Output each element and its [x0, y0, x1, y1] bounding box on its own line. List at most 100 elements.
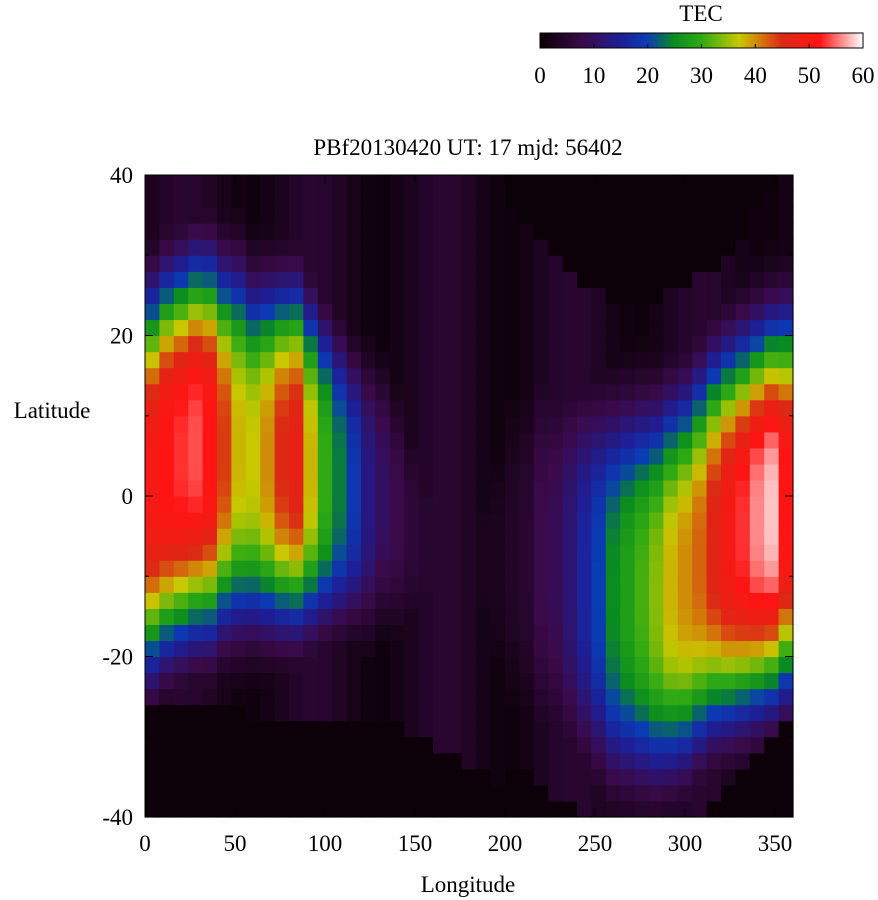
heatmap-cell — [375, 672, 391, 690]
heatmap-cell — [620, 447, 636, 465]
heatmap-cell — [202, 319, 218, 337]
heatmap-cell — [620, 399, 636, 417]
heatmap-cell — [533, 688, 549, 706]
heatmap-cell — [634, 383, 650, 401]
heatmap-cell — [634, 287, 650, 304]
heatmap-cell — [461, 560, 477, 577]
heatmap-cell — [188, 800, 204, 818]
heatmap-cell — [721, 576, 736, 593]
heatmap-cell — [245, 351, 261, 369]
heatmap-cell — [706, 335, 722, 353]
heatmap-cell — [562, 528, 578, 545]
heatmap-cell — [721, 287, 736, 304]
heatmap-cell — [361, 191, 376, 208]
heatmap-cell — [274, 624, 290, 642]
heatmap-cell — [461, 415, 477, 433]
heatmap-cell — [332, 800, 348, 818]
heatmap-cell — [461, 303, 477, 321]
heatmap-cell — [548, 576, 564, 593]
heatmap-cell — [289, 736, 304, 754]
heatmap-cell — [274, 544, 290, 561]
heatmap-cell — [173, 399, 189, 417]
heatmap-cell — [418, 463, 434, 481]
heatmap-cell — [303, 656, 319, 674]
heatmap-cell — [332, 608, 348, 625]
heatmap-cell — [418, 431, 434, 449]
heatmap-cell — [749, 431, 765, 449]
heatmap-cell — [361, 592, 376, 609]
heatmap-cell — [289, 207, 304, 224]
heatmap-cell — [346, 704, 362, 722]
heatmap-cell — [677, 560, 693, 577]
heatmap-cell — [562, 656, 578, 674]
heatmap-cell — [721, 383, 736, 401]
heatmap-cell — [634, 640, 650, 658]
heatmap-cell — [677, 447, 693, 465]
heatmap-cell — [778, 383, 794, 401]
heatmap-cell — [706, 223, 722, 240]
heatmap-cell — [721, 351, 736, 369]
heatmap-cell — [692, 223, 708, 240]
heatmap-cell — [260, 592, 276, 609]
heatmap-cell — [476, 303, 492, 321]
heatmap-cell — [159, 319, 175, 337]
heatmap-cell — [634, 720, 650, 738]
heatmap-cell — [706, 399, 722, 417]
heatmap-cell — [245, 271, 261, 288]
heatmap-cell — [447, 223, 463, 240]
heatmap-cell — [764, 463, 780, 481]
heatmap-cell — [461, 688, 477, 706]
heatmap-cell — [476, 544, 492, 561]
heatmap-cell — [476, 624, 492, 642]
heatmap-cell — [188, 303, 204, 321]
heatmap-cell — [433, 479, 448, 497]
colorbar-tick-label: 60 — [852, 63, 875, 88]
heatmap-cell — [663, 560, 679, 577]
heatmap-cell — [490, 528, 506, 545]
heatmap-cell — [677, 271, 693, 288]
heatmap-cell — [418, 544, 434, 561]
heatmap-cell — [764, 544, 780, 561]
heatmap-cell — [562, 383, 578, 401]
heatmap-cell — [692, 415, 708, 433]
heatmap-cell — [634, 560, 650, 577]
heatmap-cell — [159, 624, 175, 642]
heatmap-cell — [490, 672, 506, 690]
heatmap-cell — [692, 271, 708, 288]
heatmap-cell — [260, 736, 276, 754]
heatmap-cell — [778, 624, 794, 642]
heatmap-cell — [375, 800, 391, 818]
heatmap-cell — [317, 303, 333, 321]
heatmap-cell — [649, 431, 664, 449]
heatmap-cell — [735, 479, 751, 497]
heatmap-cell — [649, 335, 664, 353]
heatmap-cell — [577, 351, 592, 369]
heatmap-cell — [505, 496, 520, 513]
heatmap-cell — [145, 335, 160, 353]
heatmap-cell — [634, 768, 650, 786]
heatmap-cell — [188, 736, 204, 754]
x-axis-label: Longitude — [421, 872, 516, 897]
heatmap-cell — [634, 207, 650, 224]
heatmap-cell — [677, 207, 693, 224]
heatmap-cell — [231, 239, 247, 256]
heatmap-cell — [289, 576, 304, 593]
heatmap-cell — [447, 640, 463, 658]
heatmap-cell — [231, 656, 247, 674]
heatmap-cell — [735, 191, 751, 208]
heatmap-cell — [505, 800, 520, 818]
heatmap-cell — [476, 656, 492, 674]
heatmap-cell — [533, 672, 549, 690]
heatmap-cell — [677, 287, 693, 304]
heatmap-cell — [317, 720, 333, 738]
heatmap-cell — [591, 608, 607, 625]
heatmap-cell — [721, 399, 736, 417]
heatmap-cell — [591, 431, 607, 449]
heatmap-cell — [375, 560, 391, 577]
heatmap-cell — [245, 287, 261, 304]
heatmap-cell — [505, 640, 520, 658]
heatmap-cell — [749, 207, 765, 224]
heatmap-cell — [159, 576, 175, 593]
heatmap-cell — [289, 367, 304, 385]
heatmap-cell — [389, 560, 405, 577]
